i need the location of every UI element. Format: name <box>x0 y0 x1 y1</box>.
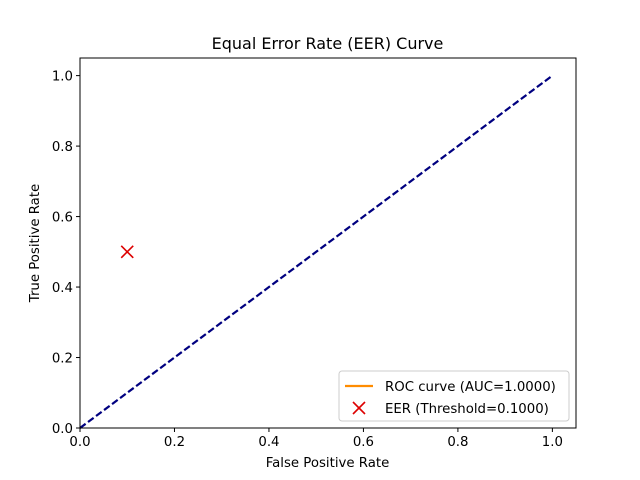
y-tick-label: 0.4 <box>52 281 73 296</box>
axes-frame <box>79 57 577 429</box>
x-tick-label: 1.0 <box>542 435 563 450</box>
x-tick-label: 0.8 <box>447 435 468 450</box>
legend: ROC curve (AUC=1.0000) EER (Threshold=0.1… <box>338 370 570 422</box>
chart-title: Equal Error Rate (EER) Curve <box>212 34 444 53</box>
x-tick-label: 0.6 <box>353 435 374 450</box>
y-tick-label: 0.0 <box>52 422 73 437</box>
y-tick-label: 0.2 <box>52 352 73 367</box>
eer-marker <box>120 245 134 259</box>
series-line-1 <box>79 74 554 429</box>
legend-label-roc: ROC curve (AUC=1.0000) <box>385 380 556 395</box>
y-tick-label: 1.0 <box>52 70 73 85</box>
legend-item-roc: ROC curve (AUC=1.0000) <box>345 380 556 395</box>
legend-item-eer: EER (Threshold=0.1000) <box>352 401 549 417</box>
y-axis: 0.0 0.2 0.4 0.6 0.8 1.0 <box>52 70 80 437</box>
x-tick-label: 0.2 <box>164 435 185 450</box>
y-tick-label: 0.6 <box>52 211 73 226</box>
y-tick-label: 0.8 <box>52 140 73 155</box>
x-tick-label: 0.0 <box>69 435 90 450</box>
legend-swatch-eer <box>352 401 366 415</box>
y-axis-label: True Positive Rate <box>28 184 43 303</box>
x-axis-label: False Positive Rate <box>266 456 390 471</box>
plot-area <box>79 74 554 429</box>
x-axis: 0.0 0.2 0.4 0.6 0.8 1.0 <box>69 428 563 450</box>
legend-box <box>338 370 570 422</box>
x-tick-label: 0.4 <box>258 435 279 450</box>
legend-label-eer: EER (Threshold=0.1000) <box>385 402 549 417</box>
